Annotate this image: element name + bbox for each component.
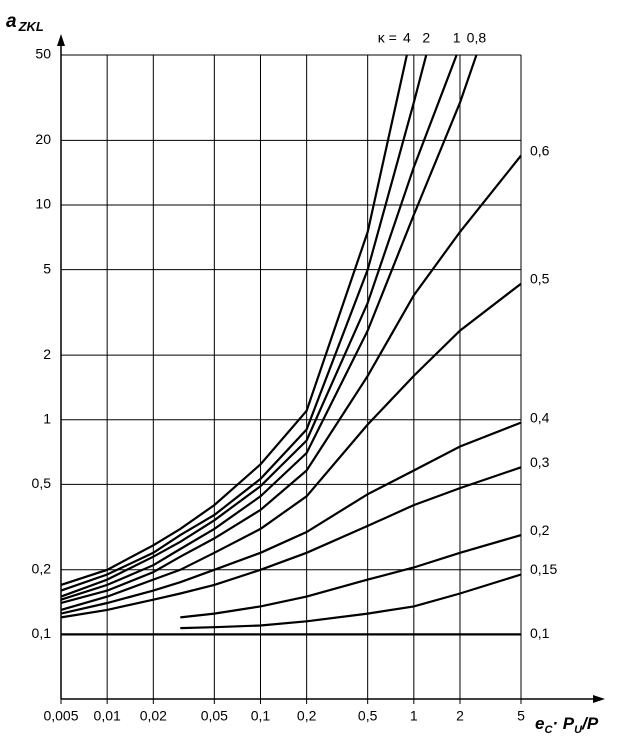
series-label: 0,4 [530, 409, 550, 425]
x-tick-label: 0,01 [94, 708, 121, 724]
y-tick-label: 5 [43, 260, 51, 276]
x-label-part: C [544, 724, 553, 736]
y-tick-label: 2 [43, 346, 51, 362]
series-label: 0,1 [530, 625, 550, 641]
x-tick-label: 0,5 [358, 708, 378, 724]
series-label-title: κ = [378, 30, 397, 46]
curve [61, 55, 408, 586]
y-tick-label: 1 [43, 410, 51, 426]
x-label-part: · P [552, 714, 574, 733]
y-label-sub: ZKL [18, 19, 44, 34]
series-label: 2 [422, 30, 430, 46]
x-label-part: /P [581, 714, 599, 733]
x-tick-label: 0,05 [201, 708, 228, 724]
y-tick-label: 0,2 [32, 560, 52, 576]
series-label: 0,5 [530, 270, 550, 286]
series-label: 1 [453, 30, 461, 46]
y-tick-label: 0,1 [32, 625, 52, 641]
series-label: 0,2 [530, 522, 550, 538]
series-label: 0,8 [467, 30, 487, 46]
curve [61, 55, 458, 598]
series-label: 4 [403, 30, 411, 46]
curve [61, 154, 521, 605]
x-label-part: U [574, 724, 583, 736]
y-axis-label: a ZKL [6, 11, 44, 34]
curve [61, 55, 428, 592]
x-axis-arrow [593, 695, 605, 703]
x-tick-label: 1 [410, 708, 418, 724]
y-tick-label: 10 [35, 196, 51, 212]
series-label: 0,6 [530, 142, 550, 158]
x-tick-label: 0,005 [43, 708, 78, 724]
series-label: 0,3 [530, 454, 550, 470]
curve [61, 55, 478, 601]
y-tick-label: 0,5 [32, 475, 52, 491]
y-axis-arrow [57, 34, 65, 46]
x-tick-label: 0,1 [251, 708, 271, 724]
curve [180, 534, 521, 619]
x-tick-label: 0,02 [140, 708, 167, 724]
y-label-main: a [6, 11, 17, 32]
x-tick-label: 0,2 [297, 708, 317, 724]
x-tick-label: 5 [517, 708, 525, 724]
y-tick-label: 20 [35, 131, 51, 147]
curve [180, 573, 521, 630]
series-label: 0,15 [530, 561, 557, 577]
x-axis-label: eC· PU/P [535, 714, 599, 735]
curves [61, 55, 521, 636]
x-tick-label: 2 [456, 708, 464, 724]
y-tick-label: 50 [35, 46, 51, 62]
x-label-part: e [535, 714, 544, 733]
curve [61, 421, 521, 615]
